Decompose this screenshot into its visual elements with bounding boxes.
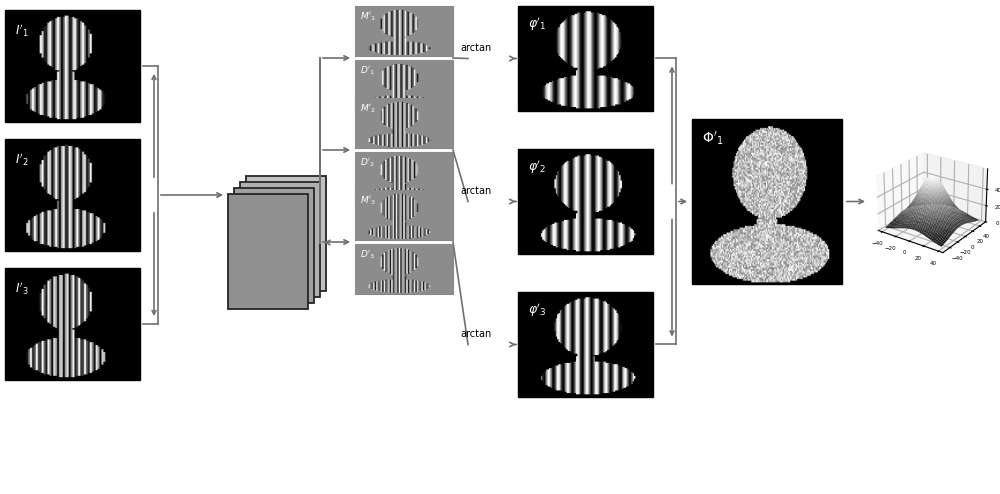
Text: $D'_1$: $D'_1$ [360, 65, 375, 78]
Text: $I'_1$: $I'_1$ [15, 22, 29, 39]
Bar [355, 244, 453, 294]
Text: $M'_1$: $M'_1$ [360, 11, 376, 24]
Text: $\varphi'_2$: $\varphi'_2$ [528, 159, 546, 176]
Bar [355, 98, 453, 148]
Text: $\varphi'_3$: $\varphi'_3$ [528, 302, 547, 320]
Bar [355, 190, 453, 240]
Text: $D'_3$: $D'_3$ [360, 249, 375, 261]
Bar [518, 292, 653, 397]
Bar [355, 60, 453, 110]
Text: arctan: arctan [460, 43, 491, 53]
Text: $M'_2$: $M'_2$ [360, 103, 376, 116]
Text: arctan: arctan [460, 329, 491, 339]
Text: $\varphi'_1$: $\varphi'_1$ [528, 16, 546, 34]
Bar [518, 149, 653, 254]
Text: $D'_2$: $D'_2$ [360, 157, 375, 169]
Bar [5, 10, 140, 122]
Text: $I'_3$: $I'_3$ [15, 280, 29, 296]
Text: $M'_3$: $M'_3$ [360, 195, 376, 207]
Bar [355, 6, 453, 56]
Bar [5, 268, 140, 380]
Bar [5, 139, 140, 251]
Bar [355, 152, 453, 202]
Bar [240, 182, 320, 297]
Bar [518, 6, 653, 111]
Bar [692, 119, 842, 284]
Bar [234, 188, 314, 303]
Bar [228, 194, 308, 309]
Bar [246, 176, 326, 291]
Text: arctan: arctan [460, 187, 491, 197]
Text: $I'_2$: $I'_2$ [15, 151, 28, 167]
Text: $\Phi'_1$: $\Phi'_1$ [702, 129, 724, 147]
